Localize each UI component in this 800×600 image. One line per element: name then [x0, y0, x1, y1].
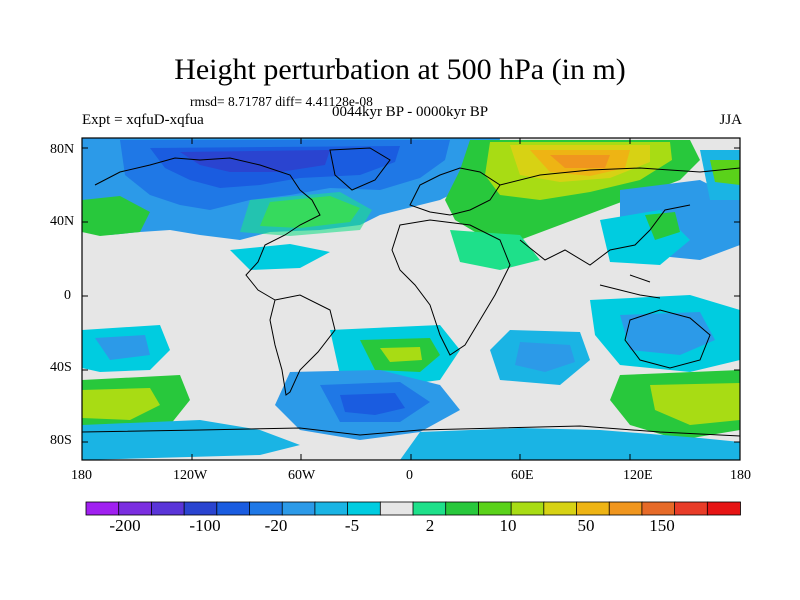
contour-na-arctic-core [180, 150, 330, 172]
colorbar-label-2: -20 [264, 516, 288, 535]
colorbar-label-3: -5 [344, 516, 360, 535]
coastlines [82, 147, 740, 437]
contour-far-east-green [710, 160, 740, 185]
contour-pacific-green [82, 196, 150, 236]
colorbar-label-6: 50 [577, 516, 595, 535]
colorbar-label-5: 10 [499, 516, 517, 535]
colorbar-swatch [183, 501, 218, 516]
contour-south-pacific-blue [95, 335, 150, 360]
coast-australia [624, 309, 711, 369]
colorbar-swatch [641, 501, 676, 516]
contour-atlantic-cyan [230, 244, 330, 270]
field-layer [82, 138, 740, 460]
colorbar-label-0: -200 [109, 516, 141, 535]
colorbar-swatch [543, 501, 578, 516]
axis-ticks [81, 138, 741, 460]
period-label: 0044kyr BP - 0000kyr BP [331, 104, 489, 120]
lon-tick-60w: 60W [288, 468, 316, 483]
colorbar-swatch [445, 501, 480, 516]
colorbar-swatch [379, 501, 414, 516]
map-title: Height perturbation at 500 hPa (in m) [174, 53, 626, 86]
colorbar-swatch [576, 501, 611, 516]
contour-sh-yellowgreen-west [82, 388, 160, 420]
colorbar-swatch [85, 501, 120, 516]
contour-antarctic-cyan [400, 428, 740, 460]
coast-antarctica [82, 425, 740, 437]
colorbar-label-1: -100 [189, 516, 221, 535]
contour-eurasia-core [550, 155, 610, 168]
lon-tick-180e: 180 [730, 468, 751, 483]
colorbar-swatch [412, 501, 447, 516]
contour-east-asia-green [645, 212, 680, 240]
contour-asia-teal [450, 230, 540, 270]
colorbar-swatch [608, 501, 643, 516]
colorbar-swatch [347, 501, 382, 516]
lat-tick-40s: 40S [50, 360, 72, 375]
contour-southern-ocean-core [340, 393, 405, 415]
lat-tick-40n: 40N [50, 214, 75, 229]
colorbar-swatch [118, 501, 153, 516]
colorbar-swatch [249, 501, 284, 516]
colorbar-swatch [477, 501, 512, 516]
colorbar-swatch [510, 501, 545, 516]
contour-sh-cyan-south [82, 420, 300, 460]
coast-south-america [269, 294, 336, 396]
lat-tick-0: 0 [64, 288, 71, 303]
colorbar [85, 501, 741, 516]
contour-south-atlantic-yellow [380, 347, 422, 362]
experiment-label: Expt = xqfuD-xqfua [82, 112, 204, 128]
contour-australia-blue [620, 312, 715, 355]
coast-north-america [94, 157, 321, 301]
lon-tick-60e: 60E [511, 468, 534, 483]
colorbar-label-7: 150 [649, 516, 675, 535]
lon-tick-180w: 180 [71, 468, 92, 483]
lon-tick-120e: 120E [623, 468, 653, 483]
lat-tick-80s: 80S [50, 433, 72, 448]
contour-indian-ocean-blue [515, 342, 575, 372]
coast-indonesia [599, 274, 661, 299]
colorbar-swatch [674, 501, 709, 516]
lon-tick-120w: 120W [173, 468, 208, 483]
contour-na-gulf-teal [240, 192, 372, 236]
colorbar-swatch [216, 501, 251, 516]
lon-tick-0: 0 [406, 468, 413, 483]
coast-africa [391, 219, 511, 356]
coast-greenland [329, 147, 391, 191]
contour-southeast-yellowgreen [650, 383, 740, 425]
colorbar-label-4: 2 [425, 516, 435, 535]
colorbar-swatch [281, 501, 316, 516]
colorbar-swatch [150, 501, 185, 516]
coast-asia [499, 167, 740, 266]
lat-tick-80n: 80N [50, 142, 75, 157]
season-label: JJA [719, 112, 742, 128]
colorbar-swatch [314, 501, 349, 516]
stats-text: rmsd= 8.71787 diff= 4.41128e-08 [190, 94, 373, 109]
colorbar-swatch [706, 501, 741, 516]
